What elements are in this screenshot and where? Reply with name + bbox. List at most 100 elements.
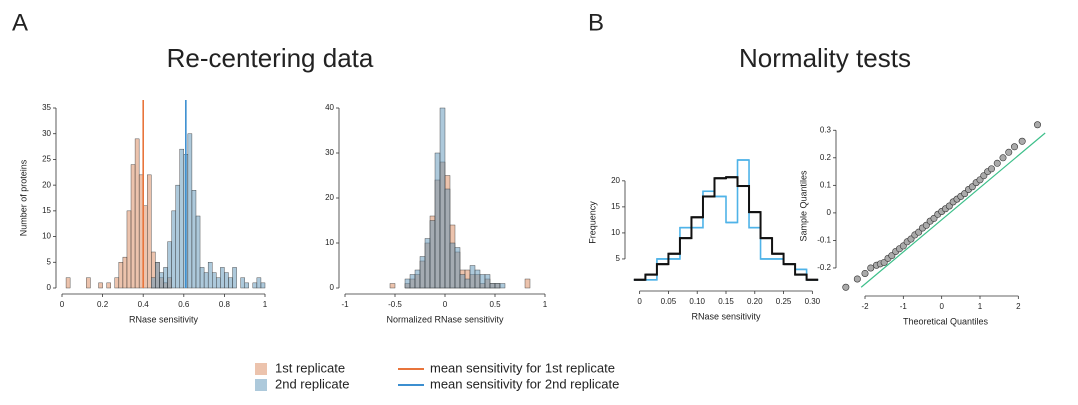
x-tick-label: 0 xyxy=(939,302,944,311)
bar xyxy=(444,188,451,289)
bar xyxy=(106,282,111,289)
bar xyxy=(489,283,496,289)
panel-title: Normality tests xyxy=(739,43,911,73)
bar xyxy=(474,269,481,289)
panel-label: A xyxy=(12,9,28,36)
y-tick-label: 0.1 xyxy=(820,180,832,189)
bar xyxy=(414,269,421,289)
point xyxy=(993,159,1001,167)
bar xyxy=(65,277,71,289)
y-axis-label: Sample Quantiles xyxy=(798,170,808,242)
bar xyxy=(256,277,262,289)
x-axis-label: Normalized RNase sensitivity xyxy=(386,314,504,324)
panel-label: B xyxy=(588,9,604,36)
x-tick-label: 0.15 xyxy=(718,297,734,306)
bar xyxy=(118,262,124,289)
x-tick-label: -0.5 xyxy=(388,300,402,309)
x-tick-label: 0 xyxy=(637,297,642,306)
point xyxy=(1005,148,1013,156)
y-tick-label: 30 xyxy=(325,148,334,157)
bar xyxy=(98,282,103,289)
x-tick-label: 1 xyxy=(978,302,983,311)
x-tick-label: -1 xyxy=(341,300,349,309)
x-tick-label: 0.6 xyxy=(178,300,190,309)
bar xyxy=(175,184,180,289)
y-tick-label: 5 xyxy=(47,257,52,266)
x-tick-label: 0.2 xyxy=(97,300,109,309)
x-tick-label: 0.10 xyxy=(689,297,705,306)
bar xyxy=(151,277,156,289)
bar xyxy=(479,274,486,289)
point xyxy=(861,269,869,277)
legend-swatch xyxy=(255,379,267,391)
y-tick-label: 15 xyxy=(611,202,620,211)
x-tick-label: 0.05 xyxy=(661,297,677,306)
bar xyxy=(167,241,172,289)
bar xyxy=(199,267,205,289)
y-tick-label: 25 xyxy=(42,155,51,164)
x-tick-label: 1 xyxy=(263,300,268,309)
x-tick-label: 0.8 xyxy=(219,300,231,309)
bar xyxy=(469,265,476,289)
bar xyxy=(499,283,506,289)
panel-title: Re-centering data xyxy=(167,43,374,73)
bar xyxy=(232,267,237,289)
bar xyxy=(459,274,466,289)
legend-label: 1st replicate xyxy=(275,360,345,375)
bar xyxy=(159,272,164,289)
bar xyxy=(424,238,431,289)
x-tick-label: 0.25 xyxy=(776,297,792,306)
bar xyxy=(419,256,426,289)
x-tick-label: 2 xyxy=(1016,302,1021,311)
y-tick-label: 20 xyxy=(611,176,620,185)
point xyxy=(1010,143,1018,151)
bar xyxy=(439,107,446,289)
bar xyxy=(484,274,491,289)
x-tick-label: 0 xyxy=(60,300,65,309)
y-tick-label: 0 xyxy=(47,283,52,292)
y-tick-label: 10 xyxy=(611,228,620,237)
reference-line xyxy=(860,132,1046,288)
bar xyxy=(130,164,136,289)
bar xyxy=(195,215,201,289)
bar xyxy=(404,278,411,289)
bar xyxy=(147,174,152,289)
y-tick-label: 0.2 xyxy=(820,153,832,162)
x-tick-label: -2 xyxy=(861,302,869,311)
legend-label: 2nd replicate xyxy=(275,376,349,391)
y-tick-label: -0.1 xyxy=(817,236,831,245)
bar xyxy=(464,278,471,289)
legend-label: mean sensitivity for 2nd replicate xyxy=(430,376,619,391)
x-tick-label: 0.4 xyxy=(138,300,150,309)
bar xyxy=(86,277,91,289)
x-tick-label: 0 xyxy=(443,300,448,309)
y-axis-label: Number of proteins xyxy=(18,159,28,236)
point xyxy=(853,275,861,283)
bar xyxy=(114,277,120,289)
x-axis-label: RNase sensitivity xyxy=(129,314,199,324)
bar xyxy=(220,267,225,289)
bar xyxy=(207,262,213,289)
y-tick-label: 0.3 xyxy=(820,125,832,134)
y-axis-label: Frequency xyxy=(587,201,597,244)
bar xyxy=(429,220,436,289)
y-tick-label: 5 xyxy=(616,254,621,263)
point xyxy=(1018,137,1026,145)
bar xyxy=(228,277,233,289)
x-axis-label: RNase sensitivity xyxy=(691,311,761,321)
bar xyxy=(389,283,396,289)
y-tick-label: -0.2 xyxy=(817,263,831,272)
bar xyxy=(203,272,209,289)
bar xyxy=(260,282,266,289)
y-tick-label: 0 xyxy=(827,208,832,217)
x-axis-label: Theoretical Quantiles xyxy=(903,316,989,326)
bar xyxy=(187,133,193,289)
bar xyxy=(216,277,221,289)
bar xyxy=(434,152,441,289)
point xyxy=(1034,121,1042,129)
y-tick-label: 30 xyxy=(42,129,51,138)
y-tick-label: 20 xyxy=(42,180,51,189)
bar xyxy=(494,283,501,289)
bar xyxy=(163,267,168,289)
